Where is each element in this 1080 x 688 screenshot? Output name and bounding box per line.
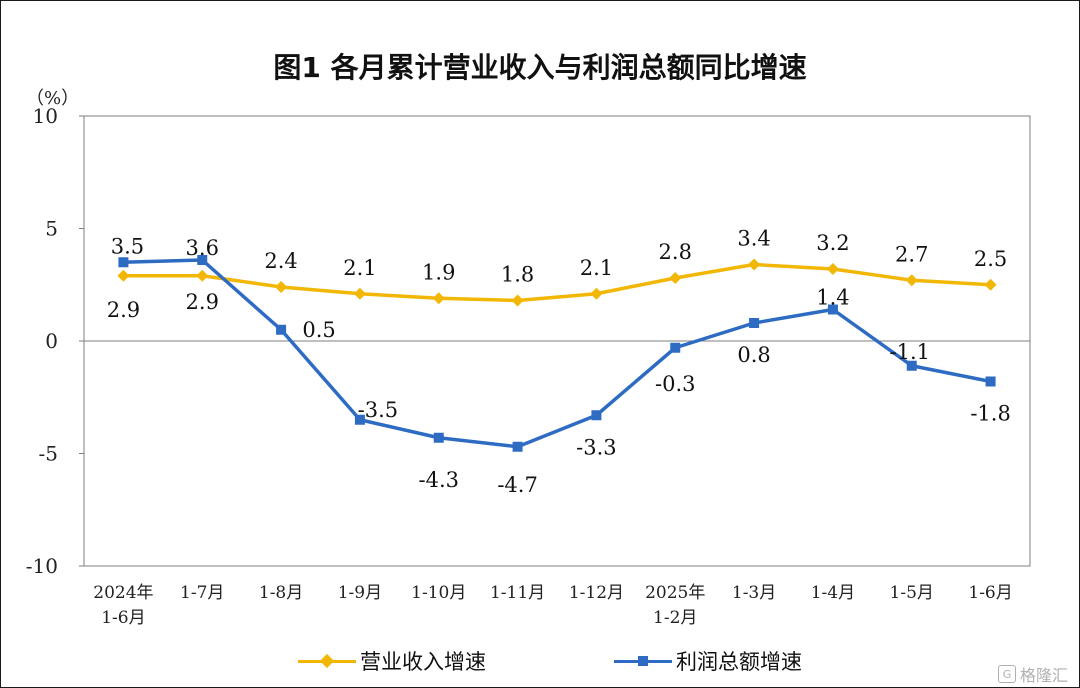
- watermark-logo-icon: G: [997, 665, 1016, 683]
- profit-data-label: 3.6: [186, 236, 219, 260]
- revenue-data-label: 2.9: [186, 290, 219, 314]
- x-tick-label-line: 1-6月: [968, 583, 1012, 603]
- y-tick-label: 5: [45, 217, 58, 241]
- x-tick-label: 1-10月: [411, 583, 466, 603]
- revenue-data-label: 2.1: [580, 256, 613, 280]
- revenue-data-label: 2.7: [895, 242, 928, 266]
- profit-data-label: -4.7: [497, 473, 538, 497]
- x-tick-label-line: 1-6月: [101, 608, 145, 628]
- revenue-data-label: 1.9: [422, 260, 455, 284]
- revenue-data-label: 2.8: [659, 240, 692, 264]
- profit-point-marker: [433, 432, 444, 443]
- profit-data-label: 3.5: [111, 234, 144, 258]
- x-tick-label: 1-12月: [569, 583, 624, 603]
- x-tick-label-line: 1-3月: [732, 583, 776, 603]
- revenue-data-label: 3.2: [816, 231, 849, 255]
- legend-label-revenue: 营业收入增速: [360, 650, 486, 674]
- x-tick-label-line: 1-4月: [811, 583, 855, 603]
- x-tick-label-line: 2025年: [645, 583, 705, 603]
- profit-point-marker: [591, 410, 602, 421]
- revenue-point-marker: [275, 281, 288, 293]
- x-tick-label-line: 1-10月: [411, 583, 466, 603]
- revenue-data-label: 2.9: [107, 298, 140, 322]
- revenue-point-marker: [590, 287, 603, 300]
- profit-point-marker: [354, 414, 365, 425]
- legend-item-revenue: 营业收入增速: [298, 646, 486, 676]
- profit-data-label: -1.1: [890, 340, 931, 364]
- profit-data-label: 0.5: [302, 318, 335, 342]
- x-tick-label-line: 1-9月: [338, 583, 382, 603]
- x-tick-label: 1-4月: [811, 583, 855, 603]
- watermark: G 格隆汇: [997, 662, 1068, 686]
- legend-swatch-revenue: [298, 650, 356, 672]
- x-tick-label: 1-6月: [968, 583, 1012, 603]
- revenue-point-marker: [432, 292, 445, 305]
- revenue-data-label: 1.8: [501, 263, 534, 287]
- revenue-point-marker: [511, 294, 524, 307]
- profit-point-marker: [985, 376, 996, 387]
- profit-data-label: -0.3: [655, 372, 696, 396]
- x-tick-label: 2025年 1-2月: [645, 583, 705, 628]
- legend-item-profit: 利润总额增速: [614, 646, 802, 676]
- x-tick-label-line: 1-5月: [890, 583, 934, 603]
- revenue-data-label: 2.5: [974, 247, 1007, 271]
- revenue-point-marker: [117, 269, 130, 282]
- legend-label-profit: 利润总额增速: [676, 650, 802, 674]
- x-tick-label: 1-5月: [890, 583, 934, 603]
- profit-data-label: -1.8: [970, 402, 1011, 426]
- y-axis-unit-label: （%）: [26, 88, 80, 109]
- profit-point-marker: [827, 304, 838, 315]
- profit-point-marker: [118, 257, 129, 268]
- profit-data-label: 1.4: [816, 286, 849, 310]
- x-tick-label-line: 1-7月: [180, 583, 224, 603]
- profit-data-label: -3.3: [576, 435, 617, 459]
- x-tick-label: 2024年 1-6月: [93, 583, 153, 628]
- legend-swatch-profit: [614, 650, 672, 672]
- x-tick-label-line: 1-8月: [259, 583, 303, 603]
- x-tick-label-line: 2024年: [93, 583, 153, 603]
- revenue-data-label: 3.4: [737, 227, 770, 251]
- profit-point-marker: [197, 255, 208, 265]
- chart-title: 图1 各月累计营业收入与利润总额同比增速: [273, 51, 807, 84]
- profit-point-marker: [512, 441, 523, 452]
- revenue-data-label: 2.4: [264, 249, 297, 273]
- revenue-data-label: 2.1: [343, 256, 376, 280]
- x-tick-label: 1-8月: [259, 583, 303, 603]
- profit-point-marker: [749, 318, 760, 328]
- series-line-revenue: [123, 262, 991, 303]
- x-tick-label: 1-11月: [490, 583, 545, 603]
- x-tick-label: 1-9月: [338, 583, 382, 603]
- revenue-point-marker: [748, 258, 761, 271]
- x-tick-label: 1-7月: [180, 583, 224, 603]
- chart-legend: 营业收入增速 利润总额增速: [0, 646, 1080, 676]
- x-tick-label: 1-3月: [732, 583, 776, 603]
- revenue-point-marker: [196, 269, 209, 282]
- revenue-point-marker: [353, 287, 366, 300]
- profit-point-marker: [276, 324, 287, 335]
- profit-data-label: -4.3: [419, 468, 460, 492]
- profit-point-marker: [906, 360, 917, 371]
- x-tick-label-line: 1-11月: [490, 583, 545, 603]
- watermark-text: 格隆汇: [1019, 666, 1068, 685]
- y-tick-label: -5: [39, 442, 58, 466]
- x-tick-label-line: 1-2月: [653, 608, 697, 628]
- series-line-profit: [123, 258, 991, 449]
- profit-data-label: -3.5: [358, 398, 399, 422]
- x-tick-label-line: 1-12月: [569, 583, 624, 603]
- revenue-point-marker: [984, 278, 997, 291]
- revenue-point-marker: [669, 272, 682, 284]
- y-tick-label: -10: [26, 554, 58, 578]
- revenue-point-marker: [905, 274, 918, 287]
- revenue-point-marker: [826, 263, 839, 275]
- y-tick-label: 0: [45, 329, 58, 353]
- profit-data-label: 0.8: [737, 343, 770, 367]
- profit-point-marker: [670, 342, 681, 353]
- y-tick-label: 10: [33, 104, 58, 128]
